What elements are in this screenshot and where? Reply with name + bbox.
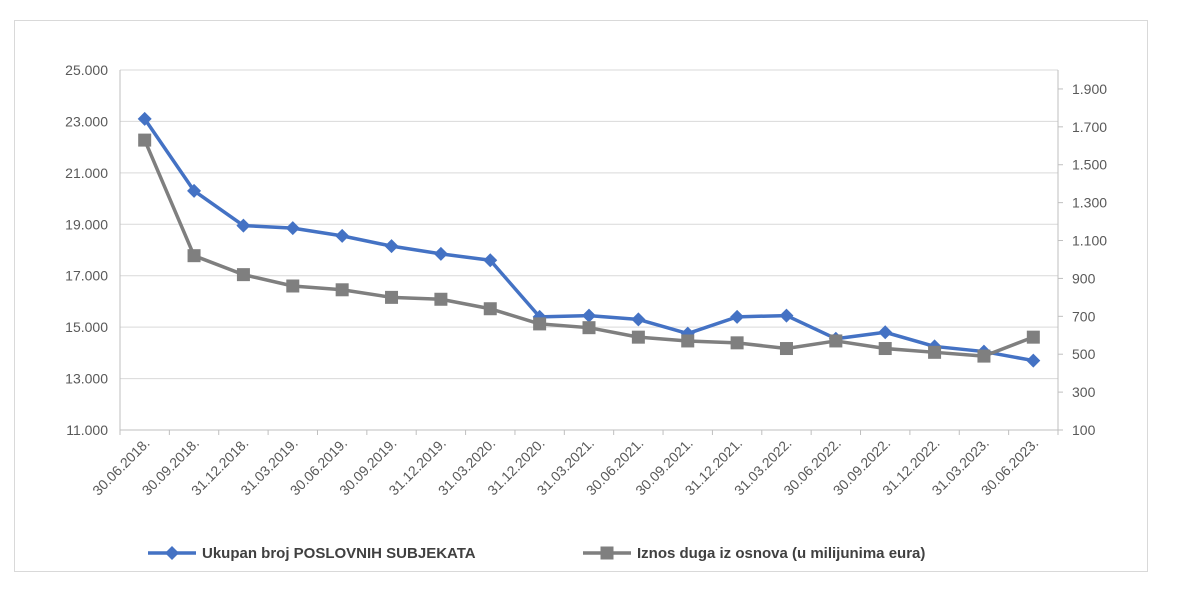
- right-tick-label: 700: [1072, 308, 1096, 324]
- right-tick-label: 900: [1072, 270, 1096, 286]
- left-tick-label: 11.000: [66, 422, 108, 438]
- data-point: [533, 317, 547, 331]
- data-point: [335, 228, 350, 243]
- data-point: [681, 334, 695, 348]
- left-tick-label: 15.000: [65, 319, 108, 335]
- series-group: [137, 111, 1041, 368]
- data-point: [1026, 353, 1041, 368]
- data-point: [137, 111, 152, 126]
- grid-lines: [120, 69, 1058, 431]
- left-tick-label: 23.000: [65, 113, 108, 129]
- data-point: [236, 218, 251, 233]
- data-point: [434, 292, 448, 306]
- right-tick-label: 1.500: [1072, 157, 1107, 173]
- right-tick-label: 100: [1072, 422, 1096, 438]
- data-point: [385, 290, 399, 304]
- left-tick-label: 19.000: [65, 216, 108, 232]
- left-tick-label: 25.000: [65, 62, 108, 78]
- legend-label: Iznos duga iz osnova (u milijunima eura): [637, 545, 925, 562]
- left-tick-label: 21.000: [65, 165, 108, 181]
- data-point: [631, 312, 646, 327]
- legend: Ukupan broj POSLOVNIH SUBJEKATA Iznos dug…: [148, 545, 925, 562]
- right-tick-label: 1.300: [1072, 195, 1107, 211]
- data-point: [1026, 330, 1040, 344]
- data-point: [483, 302, 497, 316]
- data-point: [730, 336, 744, 350]
- chart-frame: [14, 20, 1148, 572]
- right-tick-label: 1.900: [1072, 81, 1107, 97]
- data-point: [582, 308, 596, 323]
- data-point: [285, 221, 300, 236]
- left-tick-label: 13.000: [65, 371, 108, 387]
- data-point: [779, 342, 793, 356]
- right-axis: 1.900 1.700 1.500 1.300 1.100 900 700 500 300 100: [1057, 70, 1107, 438]
- data-point: [187, 249, 201, 263]
- data-point: [286, 279, 300, 293]
- data-point: [977, 349, 991, 363]
- data-point: [582, 321, 596, 335]
- data-point: [730, 309, 745, 324]
- right-tick-label: 500: [1072, 346, 1096, 362]
- right-tick-label: 1.700: [1072, 119, 1107, 135]
- data-point: [236, 268, 250, 282]
- right-tick-label: 1.100: [1072, 233, 1107, 249]
- data-point: [483, 253, 498, 268]
- x-axis-labels: 30.06.2018.30.09.2018.31.12.2018.31.03.2…: [89, 429, 1059, 498]
- data-point: [631, 330, 645, 344]
- left-axis: 25.000 23.000 21.000 19.000 17.000 15.000 13.0…: [65, 62, 121, 438]
- data-point: [187, 183, 202, 198]
- data-point: [138, 133, 152, 147]
- right-tick-label: 300: [1072, 384, 1096, 400]
- legend-label: Ukupan broj POSLOVNIH SUBJEKATA: [202, 545, 476, 562]
- data-point: [829, 334, 843, 348]
- data-point: [878, 325, 893, 340]
- data-point: [335, 283, 349, 297]
- data-point: [779, 308, 794, 323]
- data-point: [878, 342, 892, 356]
- left-tick-label: 17.000: [65, 268, 108, 284]
- data-point: [384, 239, 399, 254]
- data-point: [928, 345, 942, 359]
- legend-marker: [165, 546, 179, 560]
- data-point: [433, 246, 448, 261]
- legend-marker: [600, 546, 614, 560]
